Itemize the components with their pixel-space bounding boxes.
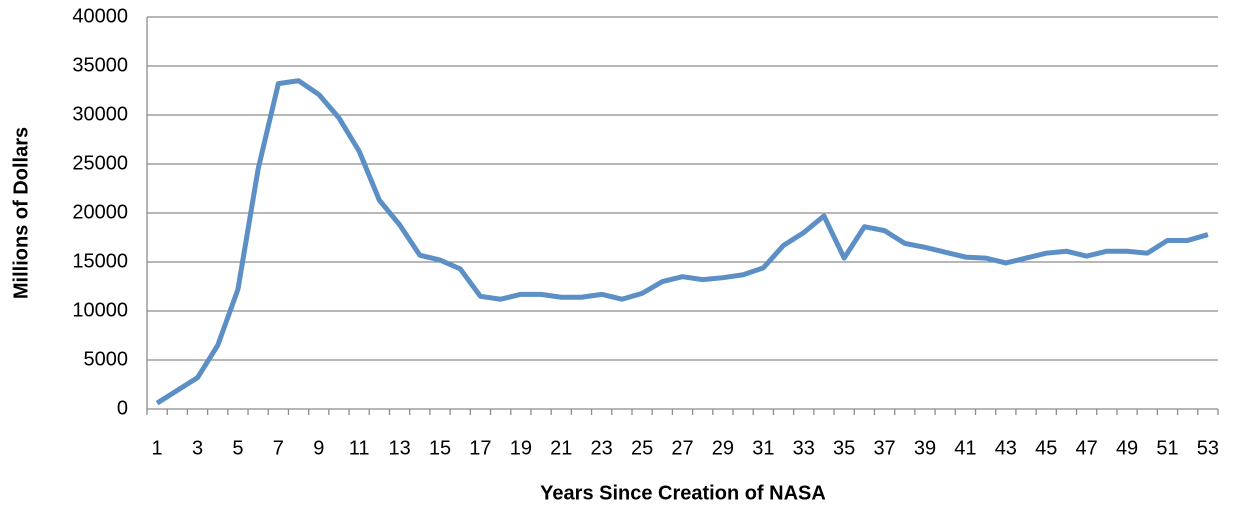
x-tick-label: 29 (712, 437, 734, 459)
y-tick-label: 35000 (72, 54, 128, 76)
x-tick-label: 27 (671, 437, 693, 459)
x-tick-label: 47 (1076, 437, 1098, 459)
x-tick-label: 53 (1197, 437, 1219, 459)
y-tick-label: 40000 (72, 5, 128, 27)
y-tick-label: 20000 (72, 201, 128, 223)
x-axis-title: Years Since Creation of NASA (540, 482, 826, 504)
x-tick-label: 41 (954, 437, 976, 459)
y-tick-label: 10000 (72, 299, 128, 321)
x-tick-label: 37 (873, 437, 895, 459)
x-tick-label: 45 (1035, 437, 1057, 459)
y-tick-label: 5000 (84, 348, 129, 370)
y-tick-label: 25000 (72, 152, 128, 174)
x-tick-label: 15 (429, 437, 451, 459)
x-tick-label: 49 (1116, 437, 1138, 459)
x-tick-label: 5 (232, 437, 243, 459)
x-tick-label: 19 (510, 437, 532, 459)
x-tick-label: 17 (469, 437, 491, 459)
y-tick-label: 0 (117, 397, 128, 419)
x-tick-label: 3 (192, 437, 203, 459)
x-tick-label: 9 (313, 437, 324, 459)
x-tick-label: 51 (1156, 437, 1178, 459)
x-tick-label: 23 (591, 437, 613, 459)
data-line (155, 78, 1209, 406)
y-tick-label: 15000 (72, 250, 128, 272)
x-tick-label: 7 (273, 437, 284, 459)
x-tick-label: 31 (752, 437, 774, 459)
y-tick-label: 30000 (72, 103, 128, 125)
x-tick-label: 11 (349, 437, 370, 459)
x-tick-label: 43 (995, 437, 1017, 459)
x-tick-label: 25 (631, 437, 653, 459)
x-tick-label: 33 (793, 437, 815, 459)
x-tick-label: 35 (833, 437, 855, 459)
x-tick-label: 1 (152, 437, 163, 459)
x-tick-label: 13 (388, 437, 410, 459)
x-tick-label: 21 (550, 437, 572, 459)
x-tick-label: 39 (914, 437, 936, 459)
y-axis-title: Millions of Dollars (10, 127, 32, 299)
